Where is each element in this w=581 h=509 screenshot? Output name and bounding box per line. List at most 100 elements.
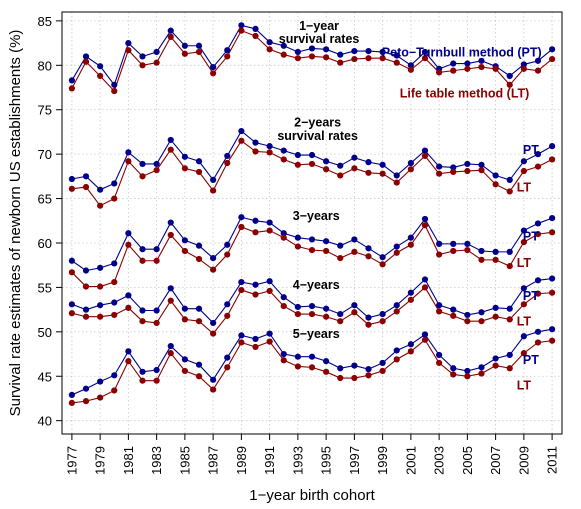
data-point-1-year-pt — [520, 61, 527, 68]
data-point-3-years-lt — [97, 283, 104, 290]
data-point-3-years-lt — [492, 256, 499, 263]
data-point-5-years-pt — [266, 330, 273, 337]
data-point-2-years-pt — [195, 158, 203, 165]
data-point-4-years-lt — [111, 311, 118, 319]
series-points — [68, 22, 556, 407]
data-point-5-years-pt — [111, 372, 118, 379]
data-point-4-years-lt — [195, 318, 203, 325]
data-point-1-year-pt — [464, 60, 471, 67]
data-point-4-years-lt — [478, 318, 485, 325]
data-point-5-years-pt — [393, 347, 400, 354]
data-point-4-years-lt — [323, 313, 330, 320]
data-point-2-years-lt — [181, 165, 188, 172]
data-point-1-year-lt — [125, 47, 132, 54]
data-point-1-year-lt — [407, 66, 414, 73]
data-point-5-years-lt — [195, 373, 203, 380]
data-point-1-year-pt — [549, 46, 556, 53]
data-point-2-years-lt — [351, 165, 358, 172]
data-point-3-years-lt — [337, 254, 344, 262]
data-point-1-year-lt — [224, 53, 231, 60]
data-point-5-years-lt — [266, 338, 273, 345]
data-point-3-years-pt — [549, 215, 556, 222]
data-point-5-years-pt — [252, 335, 259, 343]
data-point-5-years-pt — [308, 353, 316, 360]
annotation-5yr-pt: PT — [523, 353, 539, 367]
data-point-3-years-pt — [153, 246, 160, 253]
data-point-2-years-pt — [492, 172, 499, 179]
data-point-3-years-pt — [139, 246, 146, 253]
data-point-5-years-lt — [393, 356, 400, 363]
data-point-4-years-pt — [68, 301, 75, 308]
data-point-3-years-pt — [421, 215, 429, 223]
data-point-4-years-lt — [421, 284, 429, 291]
data-point-3-years-lt — [520, 239, 527, 246]
data-point-1-year-lt — [280, 51, 287, 58]
data-point-5-years-lt — [323, 368, 330, 375]
x-tick-label: 1999 — [375, 446, 390, 475]
y-tick-label: 80 — [38, 58, 52, 73]
data-point-3-years-lt — [195, 255, 203, 263]
data-point-4-years-lt — [351, 309, 358, 316]
data-point-5-years-lt — [280, 357, 287, 364]
data-point-3-years-lt — [252, 229, 259, 236]
data-point-3-years-lt — [534, 231, 542, 238]
data-point-4-years-pt — [323, 305, 330, 312]
data-point-1-year-lt — [365, 55, 372, 62]
x-tick-label: 2007 — [488, 446, 503, 475]
data-point-1-year-lt — [294, 55, 301, 62]
data-point-2-years-lt — [436, 170, 443, 177]
data-point-2-years-lt — [167, 146, 174, 153]
data-point-1-year-lt — [492, 65, 499, 72]
data-point-5-years-pt — [139, 368, 146, 375]
data-point-1-year-pt — [450, 60, 457, 67]
data-point-4-years-pt — [436, 302, 443, 309]
data-point-2-years-lt — [139, 173, 146, 180]
data-point-3-years-pt — [308, 236, 316, 243]
annotation-2yr-lt: LT — [517, 180, 532, 194]
data-point-4-years-lt — [365, 321, 372, 328]
data-point-2-years-pt — [407, 159, 414, 167]
data-point-2-years-lt — [252, 148, 259, 155]
annotation-3yr-lt: LT — [517, 256, 532, 270]
data-point-3-years-pt — [323, 238, 330, 245]
data-point-1-year-lt — [534, 67, 542, 74]
data-point-1-year-pt — [506, 72, 513, 80]
data-point-5-years-lt — [365, 372, 372, 379]
data-point-5-years-pt — [82, 385, 90, 392]
data-point-4-years-lt — [337, 318, 344, 325]
data-point-2-years-pt — [181, 153, 188, 160]
data-point-3-years-pt — [436, 240, 443, 247]
data-point-1-year-lt — [210, 70, 217, 77]
data-point-5-years-pt — [379, 359, 386, 367]
data-point-2-years-lt — [111, 195, 118, 202]
data-point-4-years-lt — [492, 313, 499, 320]
data-point-5-years-lt — [111, 387, 118, 394]
data-point-5-years-pt — [351, 362, 358, 369]
data-point-4-years-lt — [534, 290, 542, 297]
data-point-2-years-pt — [351, 154, 358, 161]
data-point-3-years-lt — [224, 251, 231, 258]
data-point-3-years-pt — [337, 242, 344, 249]
data-point-1-year-lt — [520, 65, 527, 72]
data-point-2-years-pt — [125, 149, 132, 156]
data-point-3-years-lt — [266, 227, 273, 234]
data-point-2-years-pt — [478, 161, 485, 168]
data-point-5-years-lt — [534, 339, 542, 346]
data-point-1-year-lt — [323, 54, 330, 61]
x-tick-label: 1997 — [347, 446, 362, 475]
y-tick-label: 45 — [38, 369, 52, 384]
data-point-1-year-pt — [210, 63, 217, 71]
data-point-4-years-lt — [167, 297, 174, 304]
data-point-3-years-lt — [323, 247, 330, 255]
data-point-4-years-lt — [407, 296, 414, 303]
data-point-5-years-pt — [153, 366, 160, 374]
data-point-2-years-lt — [407, 166, 414, 173]
data-point-5-years-lt — [224, 364, 231, 371]
data-point-4-years-pt — [365, 314, 372, 321]
data-point-4-years-pt — [534, 277, 542, 284]
data-point-1-year-lt — [139, 62, 146, 69]
data-point-2-years-pt — [450, 164, 457, 171]
data-point-1-year-lt — [436, 69, 443, 76]
data-point-2-years-lt — [421, 152, 429, 160]
data-point-5-years-lt — [520, 350, 527, 357]
